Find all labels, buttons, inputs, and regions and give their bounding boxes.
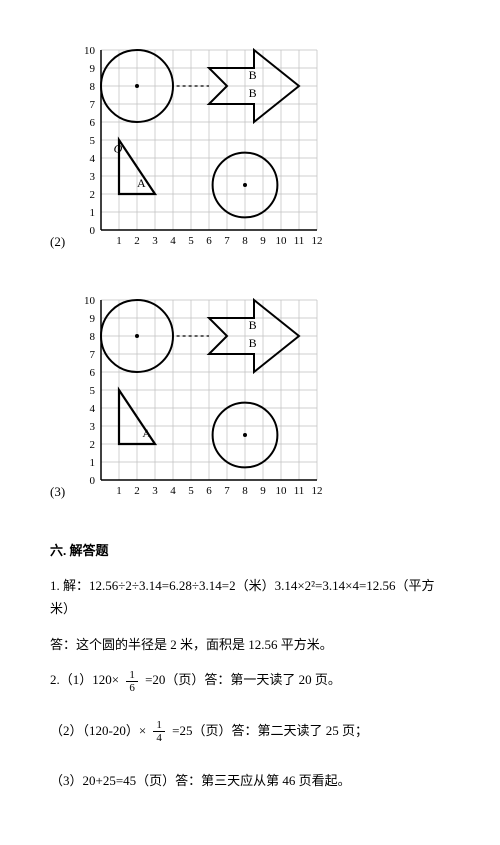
q1-line1: 1. 解：12.56÷2÷3.14=6.28÷3.14=2（米）3.14×2²=… [50,574,450,621]
q1-line2: 答：这个圆的半径是 2 米，面积是 12.56 平方米。 [50,633,450,656]
svg-text:1: 1 [90,207,96,219]
svg-text:11: 11 [294,485,305,497]
svg-text:0: 0 [90,225,96,237]
svg-text:9: 9 [260,485,266,497]
svg-text:12: 12 [312,235,323,247]
svg-text:8: 8 [90,331,96,343]
svg-text:10: 10 [276,235,288,247]
svg-text:6: 6 [90,367,96,379]
svg-text:2: 2 [134,235,140,247]
q2-part1: 2.（1）120× 1 6 =20（页）答：第一天读了 20 页。 [50,668,450,694]
svg-text:O: O [114,142,123,156]
figure-2-svg: 012345678910123456789101112BBAO [73,40,333,260]
svg-text:10: 10 [276,485,288,497]
q2-part1-pre: 2.（1）120× [50,672,119,687]
svg-text:8: 8 [242,235,248,247]
svg-text:4: 4 [90,403,96,415]
svg-text:11: 11 [294,235,305,247]
svg-text:8: 8 [242,485,248,497]
svg-text:10: 10 [84,45,96,57]
svg-text:1: 1 [90,457,96,469]
q2-part2-pre: （2）（120-20）× [50,723,146,738]
svg-text:A: A [143,426,152,440]
figure-3-svg: 012345678910123456789101112BBA [73,290,333,510]
q2-part1-post: =20（页）答：第一天读了 20 页。 [145,672,341,687]
svg-text:5: 5 [188,485,194,497]
fraction-1-4: 1 4 [153,719,165,744]
figure-2-label: (2) [50,234,65,250]
svg-text:3: 3 [152,485,158,497]
svg-text:5: 5 [188,235,194,247]
svg-text:12: 12 [312,485,323,497]
q2-part3: （3）20+25=45（页）答：第三天应从第 46 页看起。 [50,769,450,792]
q2-part2-post: =25（页）答：第二天读了 25 页； [172,723,368,738]
svg-text:7: 7 [90,349,96,361]
svg-text:6: 6 [90,117,96,129]
svg-text:1: 1 [116,235,122,247]
svg-text:2: 2 [90,439,96,451]
svg-text:3: 3 [152,235,158,247]
svg-text:2: 2 [90,189,96,201]
svg-text:B: B [249,318,257,332]
svg-text:6: 6 [206,235,212,247]
svg-text:2: 2 [134,485,140,497]
svg-text:0: 0 [90,475,96,487]
svg-text:5: 5 [90,385,96,397]
svg-text:5: 5 [90,135,96,147]
fraction-1-6: 1 6 [126,669,138,694]
svg-text:B: B [249,68,257,82]
svg-text:10: 10 [84,295,96,307]
svg-text:9: 9 [90,313,96,325]
svg-text:B: B [249,86,257,100]
svg-text:6: 6 [206,485,212,497]
figure-3: (3) 012345678910123456789101112BBA [50,290,450,510]
svg-text:7: 7 [224,235,230,247]
section-6-title: 六. 解答题 [50,540,450,559]
svg-text:9: 9 [260,235,266,247]
figure-2: (2) 012345678910123456789101112BBAO [50,40,450,260]
svg-text:B: B [249,336,257,350]
svg-text:A: A [137,176,146,190]
svg-text:4: 4 [90,153,96,165]
svg-text:4: 4 [170,485,176,497]
svg-text:4: 4 [170,235,176,247]
svg-text:7: 7 [90,99,96,111]
svg-text:9: 9 [90,63,96,75]
svg-text:7: 7 [224,485,230,497]
figure-3-label: (3) [50,484,65,500]
svg-text:3: 3 [90,171,96,183]
svg-text:3: 3 [90,421,96,433]
q2-part2: （2）（120-20）× 1 4 =25（页）答：第二天读了 25 页； [50,719,450,745]
svg-text:8: 8 [90,81,96,93]
svg-text:1: 1 [116,485,122,497]
